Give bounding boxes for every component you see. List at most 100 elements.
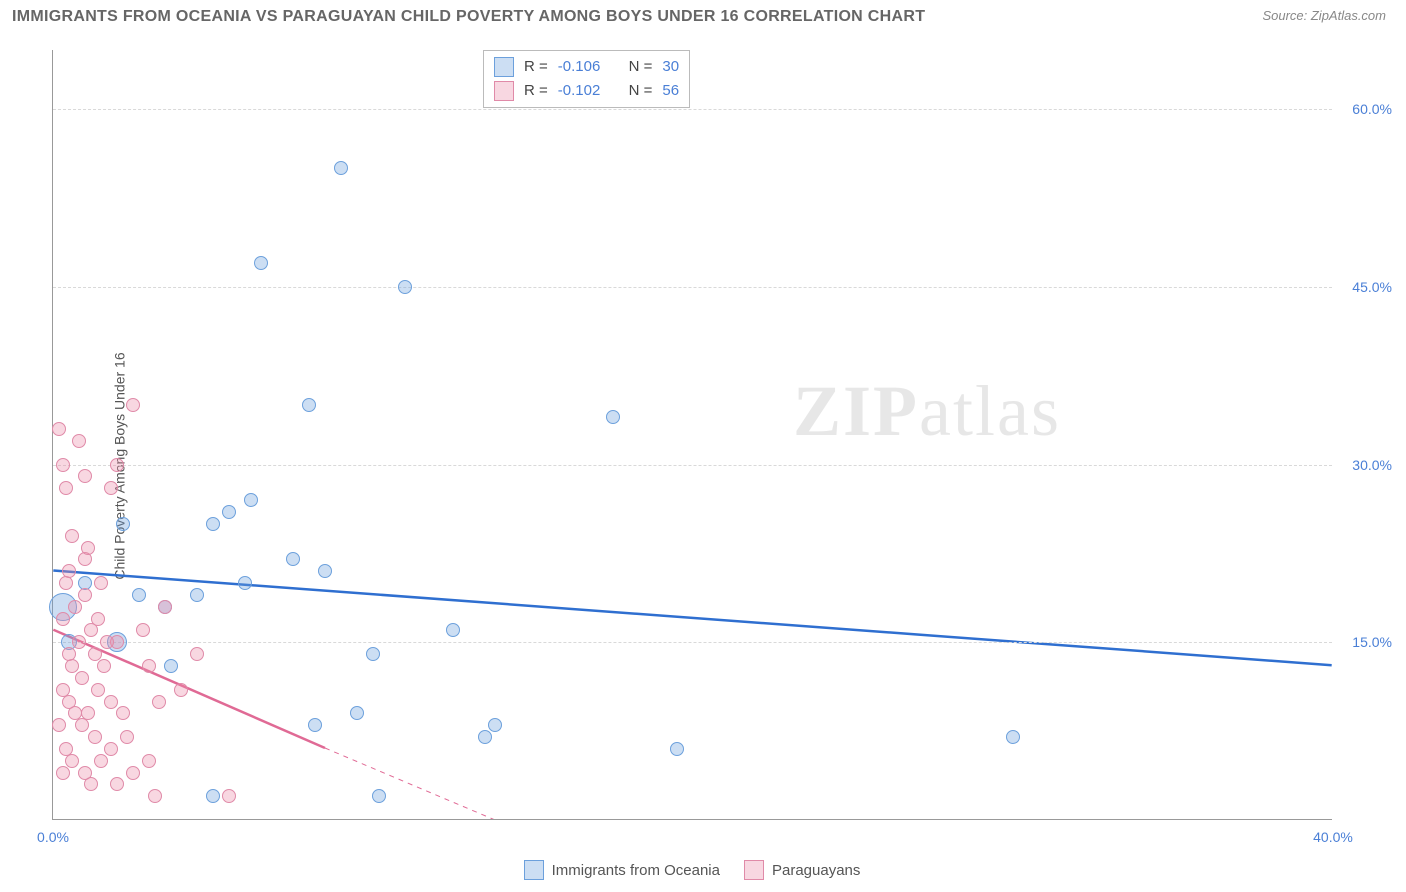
data-point: [366, 647, 380, 661]
data-point: [52, 422, 66, 436]
swatch-icon: [494, 57, 514, 77]
data-point: [78, 469, 92, 483]
data-point: [478, 730, 492, 744]
legend-series-item: Immigrants from Oceania: [524, 860, 720, 880]
swatch-icon: [744, 860, 764, 880]
data-point: [65, 754, 79, 768]
data-point: [174, 683, 188, 697]
y-tick: 60.0%: [1352, 101, 1392, 117]
watermark-light: atlas: [919, 371, 1061, 451]
data-point: [65, 659, 79, 673]
data-point: [238, 576, 252, 590]
r-value: -0.106: [558, 55, 601, 79]
data-point: [142, 754, 156, 768]
data-point: [78, 766, 92, 780]
data-point: [68, 600, 82, 614]
r-value: -0.102: [558, 79, 601, 103]
data-point: [59, 576, 73, 590]
data-point: [302, 398, 316, 412]
data-point: [100, 635, 114, 649]
data-point: [318, 564, 332, 578]
watermark: ZIPatlas: [793, 370, 1061, 453]
series-name: Paraguayans: [772, 862, 860, 879]
y-tick: 30.0%: [1352, 457, 1392, 473]
data-point: [142, 659, 156, 673]
y-tick: 15.0%: [1352, 634, 1392, 650]
trend-extension: [325, 748, 661, 819]
data-point: [446, 623, 460, 637]
x-tick: 0.0%: [37, 829, 69, 845]
data-point: [670, 742, 684, 756]
data-point: [350, 706, 364, 720]
chart-area: Child Poverty Among Boys Under 16 ZIPatl…: [0, 40, 1406, 892]
data-point: [488, 718, 502, 732]
data-point: [206, 789, 220, 803]
data-point: [110, 777, 124, 791]
data-point: [222, 505, 236, 519]
data-point: [104, 695, 118, 709]
data-point: [62, 564, 76, 578]
data-point: [190, 588, 204, 602]
data-point: [126, 398, 140, 412]
x-tick: 40.0%: [1313, 829, 1353, 845]
data-point: [91, 683, 105, 697]
data-point: [158, 600, 172, 614]
data-point: [81, 706, 95, 720]
data-point: [56, 612, 70, 626]
swatch-icon: [494, 81, 514, 101]
data-point: [88, 647, 102, 661]
data-point: [84, 777, 98, 791]
data-point: [308, 718, 322, 732]
data-point: [56, 766, 70, 780]
data-point: [254, 256, 268, 270]
r-label: R =: [524, 55, 548, 79]
data-point: [206, 517, 220, 531]
data-point: [91, 612, 105, 626]
data-point: [372, 789, 386, 803]
grid-line: [53, 465, 1332, 466]
n-value: 56: [662, 79, 679, 103]
legend-series-item: Paraguayans: [744, 860, 860, 880]
data-point: [97, 659, 111, 673]
data-point: [164, 659, 178, 673]
data-point: [59, 481, 73, 495]
source-prefix: Source:: [1262, 8, 1310, 23]
legend-series: Immigrants from Oceania Paraguayans: [52, 860, 1332, 880]
source-link[interactable]: ZipAtlas.com: [1311, 8, 1386, 23]
series-name: Immigrants from Oceania: [552, 862, 720, 879]
data-point: [75, 671, 89, 685]
grid-line: [53, 109, 1332, 110]
watermark-bold: ZIP: [793, 371, 919, 451]
plot-region: ZIPatlas R =-0.106 N =30R =-0.102 N =56 …: [52, 50, 1332, 820]
y-tick: 45.0%: [1352, 279, 1392, 295]
legend-stats: R =-0.106 N =30R =-0.102 N =56: [483, 50, 690, 108]
data-point: [72, 635, 86, 649]
n-label: N =: [629, 55, 653, 79]
data-point: [286, 552, 300, 566]
data-point: [78, 552, 92, 566]
legend-stat-row: R =-0.102 N =56: [494, 79, 679, 103]
data-point: [606, 410, 620, 424]
data-point: [81, 541, 95, 555]
data-point: [88, 730, 102, 744]
data-point: [126, 766, 140, 780]
trend-lines: [53, 50, 1332, 819]
data-point: [78, 588, 92, 602]
source: Source: ZipAtlas.com: [1262, 8, 1386, 23]
data-point: [334, 161, 348, 175]
data-point: [222, 789, 236, 803]
data-point: [136, 623, 150, 637]
n-label: N =: [629, 79, 653, 103]
data-point: [116, 517, 130, 531]
n-value: 30: [662, 55, 679, 79]
data-point: [1006, 730, 1020, 744]
chart-title: IMMIGRANTS FROM OCEANIA VS PARAGUAYAN CH…: [12, 8, 925, 26]
data-point: [104, 742, 118, 756]
data-point: [398, 280, 412, 294]
data-point: [94, 576, 108, 590]
grid-line: [53, 642, 1332, 643]
data-point: [52, 718, 66, 732]
data-point: [132, 588, 146, 602]
data-point: [72, 434, 86, 448]
grid-line: [53, 287, 1332, 288]
